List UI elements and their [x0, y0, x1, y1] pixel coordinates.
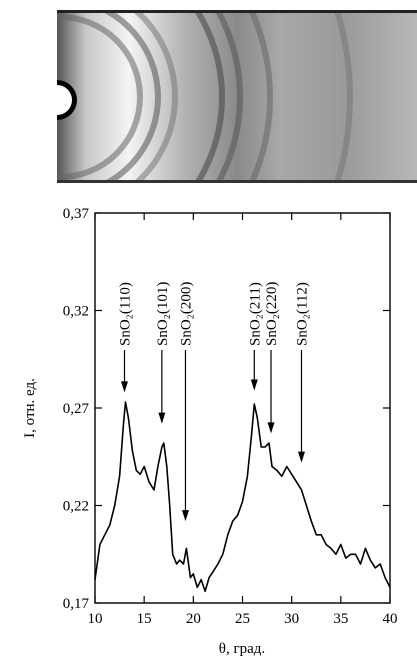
- annotation-label: SnO₂(211): [247, 282, 263, 346]
- arrow-head: [298, 452, 305, 463]
- plot-frame: [95, 213, 390, 603]
- x-tick-label: 25: [235, 611, 250, 627]
- y-axis-label: I, отн. ед.: [22, 378, 38, 438]
- annotation-label: SnO₂(101): [155, 282, 171, 346]
- x-tick-label: 20: [186, 611, 201, 627]
- y-tick-label: 0,17: [63, 596, 90, 612]
- x-axis-label: θ, град.: [219, 641, 265, 657]
- annotation-label: SnO₂(220): [264, 282, 280, 346]
- y-tick-label: 0,22: [63, 499, 89, 515]
- data-line: [95, 402, 390, 591]
- y-tick-label: 0,37: [63, 206, 90, 222]
- x-tick-label: 10: [88, 611, 103, 627]
- arrow-head: [251, 379, 258, 390]
- annotation-label: SnO₂(112): [295, 282, 311, 346]
- y-tick-label: 0,32: [63, 304, 89, 320]
- annotation-label: SnO₂(200): [178, 282, 194, 346]
- x-tick-label: 40: [383, 611, 398, 627]
- x-tick-label: 30: [284, 611, 299, 627]
- arrow-head: [182, 510, 189, 521]
- arrow-head: [158, 413, 165, 424]
- page: {"chart_data": { "type": "line", "xlabel…: [0, 0, 417, 662]
- arrow-head: [121, 381, 128, 392]
- diffraction-image: [0, 0, 417, 387]
- x-tick-label: 35: [333, 611, 348, 627]
- figure: θ, град. I, отн. ед. 10 15 20 25 30 35 40 0,17 0…: [0, 0, 417, 662]
- annotation-label: SnO₂(110): [118, 282, 134, 346]
- y-tick-label: 0,27: [63, 401, 90, 417]
- arrow-head: [268, 422, 275, 433]
- x-tick-label: 15: [137, 611, 152, 627]
